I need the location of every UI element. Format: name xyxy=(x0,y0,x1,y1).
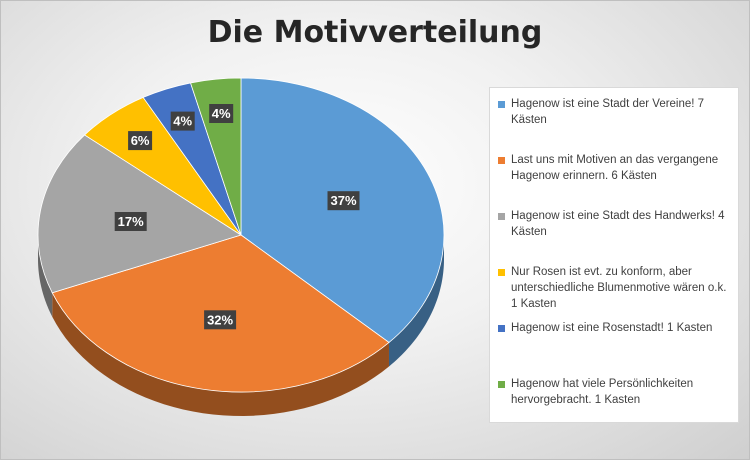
data-label-box-2 xyxy=(114,212,147,231)
data-label-4: 4% xyxy=(173,114,192,129)
legend-item: Last uns mit Motiven an das vergangene H… xyxy=(498,152,730,184)
legend-label: Hagenow ist eine Rosenstadt! 1 Kasten xyxy=(511,322,713,334)
data-label-2: 17% xyxy=(118,214,144,229)
legend-item: Nur Rosen ist evt. zu konform, aber unte… xyxy=(498,264,730,312)
legend-label: Last uns mit Motiven an das vergangene H… xyxy=(511,154,719,182)
legend-swatch xyxy=(498,381,505,388)
pie-side-2 xyxy=(38,235,53,317)
legend-item: Hagenow ist eine Stadt des Handwerks! 4 … xyxy=(498,208,730,240)
legend-swatch xyxy=(498,325,505,332)
pie-slices xyxy=(37,77,445,393)
data-label-box-0 xyxy=(327,191,360,211)
data-label-5: 4% xyxy=(212,106,231,121)
pie-slice-0 xyxy=(240,77,445,343)
legend-label: Hagenow ist eine Stadt der Vereine! 7 Kä… xyxy=(511,98,705,126)
legend: Hagenow ist eine Stadt der Vereine! 7 Kä… xyxy=(489,87,739,423)
legend-swatch xyxy=(498,269,505,276)
data-label-box-5 xyxy=(209,104,234,123)
pie-side-1 xyxy=(52,292,389,416)
data-label-1: 32% xyxy=(207,312,233,327)
data-label-3: 6% xyxy=(131,133,150,148)
chart-title: Die Motivverteilung xyxy=(207,15,543,50)
legend-swatch xyxy=(498,157,505,164)
legend-label: Hagenow ist eine Stadt des Handwerks! 4 … xyxy=(511,210,725,238)
data-labels: 37% 32% 17% 6% 4% 4% xyxy=(114,104,360,330)
data-label-0: 37% xyxy=(330,193,356,208)
legend-item: Hagenow ist eine Stadt der Vereine! 7 Kä… xyxy=(498,96,730,128)
legend-swatch xyxy=(498,101,505,108)
data-label-box-3 xyxy=(128,131,153,151)
legend-swatch xyxy=(498,213,505,220)
legend-item: Hagenow hat viele Persönlichkeiten hervo… xyxy=(498,376,730,408)
legend-item: Hagenow ist eine Rosenstadt! 1 Kasten xyxy=(498,320,730,336)
legend-label: Nur Rosen ist evt. zu konform, aber unte… xyxy=(511,266,727,310)
pie-side-0 xyxy=(388,235,444,367)
data-label-box-1 xyxy=(204,310,237,330)
legend-label: Hagenow hat viele Persönlichkeiten hervo… xyxy=(511,378,694,406)
data-label-box-4 xyxy=(170,111,195,131)
pie-sides xyxy=(38,235,444,416)
